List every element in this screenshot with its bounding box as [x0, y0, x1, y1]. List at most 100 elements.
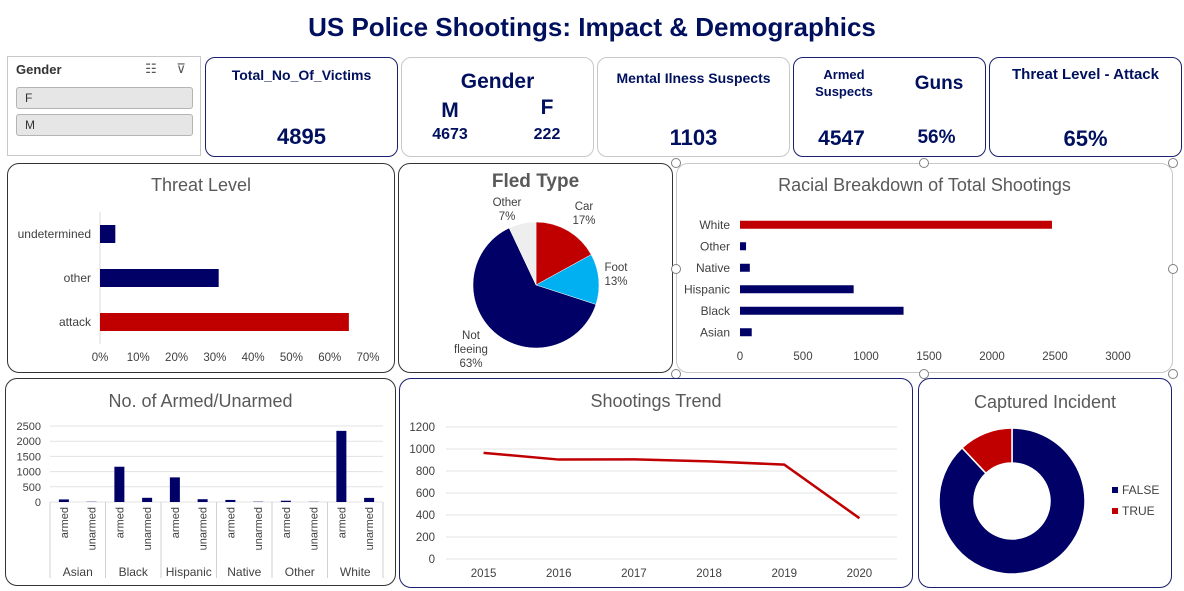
slice-car — [535, 221, 592, 286]
guns-label: Guns — [914, 73, 964, 94]
category-label: attack — [59, 315, 92, 329]
racial-breakdown-plot: 0 500 1000 1500 2000 2500 3000 White Other Native… — [684, 218, 1131, 363]
armed-label-line1: Armed — [823, 67, 865, 82]
chart-title: No. of Armed/Unarmed — [108, 391, 293, 411]
shootings-trend-plot: 0 200 400 600 800 1000 1200 2015 2016 2017 2018 201… — [409, 422, 897, 580]
sub-label: armed — [170, 507, 182, 538]
bar-native-armed — [225, 499, 236, 502]
captured-incident-plot: FALSE TRUE — [938, 427, 1159, 575]
x-tick-label: 0 — [737, 351, 743, 363]
slice-label-not-fleeing-line1: Not — [462, 330, 481, 342]
fled-type-chart[interactable]: Fled Type Car 17% Foot 13% Not fleeing 63% Othe… — [398, 163, 673, 373]
category-label: Asian — [700, 325, 730, 339]
legend-label: FALSE — [1122, 483, 1159, 497]
x-tick-label: 2000 — [979, 351, 1005, 363]
x-tick-label: 2015 — [471, 568, 497, 580]
racial-breakdown-chart[interactable]: Racial Breakdown of Total Shootings 0 500… — [676, 163, 1173, 373]
armed-label-line2: Suspects — [815, 84, 873, 99]
dashboard-title: US Police Shootings: Impact & Demographi… — [308, 12, 876, 42]
slicer-header: Gender — [16, 62, 62, 77]
legend-swatch-true — [1112, 508, 1118, 514]
bar-white — [740, 220, 1052, 229]
fled-type-plot: Car 17% Foot 13% Not fleeing 63% Other 7% — [454, 197, 628, 370]
slice-value-foot: 13% — [604, 276, 627, 288]
bar-black-unarmed — [142, 497, 153, 502]
threat-level-plot: undetermined other attack 0% 10% 20% 30% 40% 50%… — [18, 212, 380, 364]
y-tick-label: 400 — [416, 510, 435, 522]
y-tick-label: 0 — [429, 554, 435, 566]
sub-label: armed — [59, 507, 71, 538]
resize-handle-right[interactable] — [1168, 264, 1178, 274]
group-label: Native — [227, 565, 261, 579]
resize-handle-top[interactable] — [919, 158, 929, 168]
group-label: White — [340, 565, 371, 579]
slicer-item-f[interactable]: F — [16, 87, 193, 109]
chart-title: Fled Type — [491, 171, 580, 192]
donut-slice-false — [938, 427, 1086, 575]
donut-slice-true — [960, 427, 1013, 475]
resize-handle-top-left[interactable] — [671, 158, 681, 168]
x-tick-label: 1500 — [916, 351, 942, 363]
bar-undetermined — [100, 225, 116, 243]
category-label: Other — [700, 239, 730, 253]
slice-value-not-fleeing: 63% — [459, 358, 482, 370]
x-tick-label: 2020 — [847, 568, 873, 580]
resize-handle-left[interactable] — [671, 264, 681, 274]
kpi-mental-illness: Mental Ilness Suspects 1103 — [597, 57, 790, 157]
armed-unarmed-chart[interactable]: No. of Armed/Unarmed 0 500 1000 1500 2000 250… — [5, 378, 396, 586]
x-tick-label: 60% — [318, 352, 341, 364]
sub-label: armed — [225, 507, 237, 538]
x-tick-label: 3000 — [1105, 351, 1131, 363]
slice-not-fleeing — [472, 227, 597, 349]
shootings-trend-chart[interactable]: Shootings Trend 0 200 400 600 800 1000 1200 201… — [399, 378, 913, 588]
kpi-label: Gender — [460, 70, 535, 93]
sub-label: armed — [114, 507, 126, 538]
y-tick-label: 1500 — [17, 451, 41, 463]
bar-other — [100, 269, 219, 287]
armed-value: 4547 — [818, 127, 865, 150]
bar-native — [740, 263, 750, 272]
clear-filter-icon[interactable]: ⊽ — [176, 61, 186, 76]
multi-select-icon[interactable]: ☷ — [145, 61, 157, 76]
resize-handle-top-right[interactable] — [1168, 158, 1178, 168]
x-tick-label: 2017 — [621, 568, 647, 580]
female-value: 222 — [533, 126, 561, 143]
x-tick-label: 40% — [242, 352, 265, 364]
bar-attack — [100, 313, 349, 331]
kpi-value: 1103 — [669, 125, 718, 150]
y-tick-label: 800 — [416, 466, 435, 478]
female-label: F — [540, 96, 554, 119]
captured-incident-chart[interactable]: Captured Incident FALSE TRUE — [918, 378, 1172, 588]
chart-title: Shootings Trend — [590, 391, 722, 411]
group-label: Black — [119, 565, 149, 579]
sub-label: unarmed — [364, 507, 376, 550]
x-tick-label: 2500 — [1042, 351, 1068, 363]
category-label: undetermined — [18, 227, 91, 241]
kpi-label: Threat Level - Attack — [1012, 66, 1159, 83]
x-tick-label: 2018 — [696, 568, 722, 580]
x-tick-label: 2016 — [546, 568, 572, 580]
category-label: Black — [701, 304, 731, 318]
slice-label-foot: Foot — [604, 262, 628, 274]
sub-label: unarmed — [198, 507, 210, 550]
y-tick-label: 1000 — [409, 444, 435, 456]
gender-slicer: Gender ☷ ⊽ F M — [7, 56, 201, 156]
sub-label: unarmed — [253, 507, 265, 550]
bar-asian — [740, 328, 752, 337]
slice-other — [508, 221, 537, 286]
category-label: Hispanic — [684, 282, 730, 296]
male-label: M — [441, 99, 459, 122]
group-label: Asian — [63, 565, 93, 579]
threat-level-chart[interactable]: Threat Level undetermined other attack 0% 10… — [7, 163, 395, 373]
kpi-value: 4895 — [277, 124, 326, 149]
slicer-item-m[interactable]: M — [16, 114, 193, 136]
bar-other-armed — [280, 500, 291, 502]
bar-other — [740, 242, 747, 251]
kpi-total-victims: Total_No_Of_Victims 4895 — [205, 57, 398, 157]
y-tick-label: 2000 — [17, 436, 41, 448]
resize-handle-bottom-right[interactable] — [1168, 369, 1178, 379]
chart-title: Threat Level — [150, 175, 252, 195]
x-tick-label: 10% — [127, 352, 150, 364]
slice-value-car: 17% — [572, 215, 595, 227]
x-tick-label: 1000 — [853, 351, 879, 363]
